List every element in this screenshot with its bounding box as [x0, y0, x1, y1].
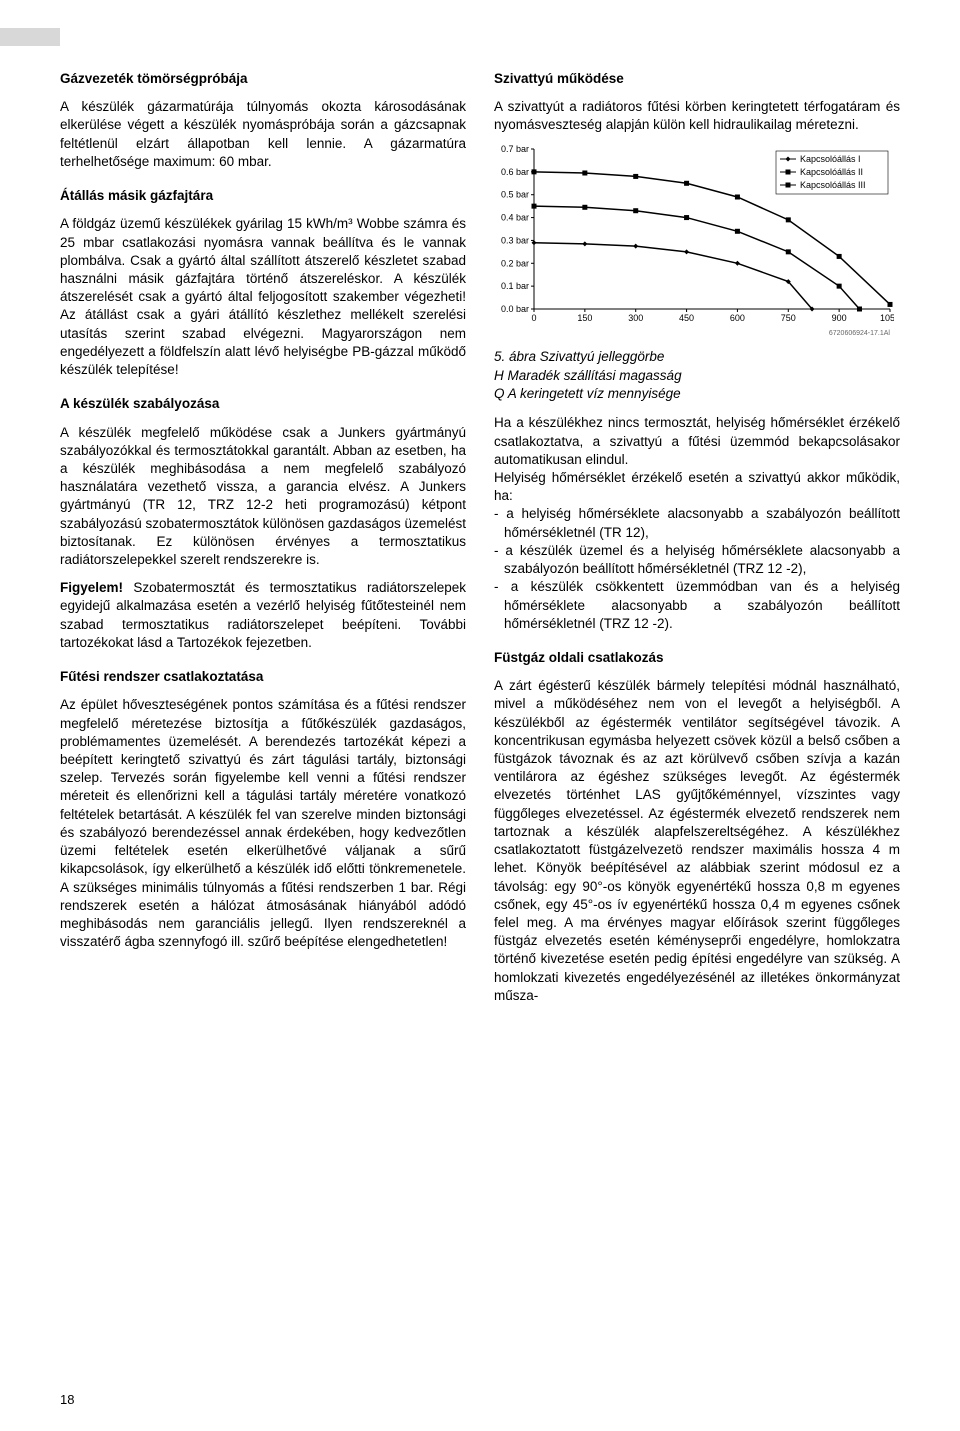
svg-text:750: 750	[781, 313, 796, 323]
svg-text:300: 300	[628, 313, 643, 323]
list-item: - a helyiség hőmérséklete alacsonyabb a …	[494, 505, 900, 541]
caption-line-3: Q A keringetett víz mennyisége	[494, 385, 900, 404]
warning-label: Figyelem!	[60, 580, 123, 595]
header-grey-bar	[0, 28, 60, 46]
para-pump-auto: Ha a készülékhez nincs termosztát, helyi…	[494, 414, 900, 469]
svg-text:Kapcsolóállás II: Kapcsolóállás II	[800, 167, 863, 177]
left-column: Gázvezeték tömörségpróbája A készülék gá…	[60, 70, 466, 1015]
heading-regulation: A készülék szabályozása	[60, 395, 466, 413]
para-heating-connect: Az épület hőveszteségének pontos számítá…	[60, 696, 466, 951]
svg-text:6720606924-17.1Al: 6720606924-17.1Al	[829, 330, 891, 337]
svg-text:0.2 bar: 0.2 bar	[501, 258, 529, 268]
svg-text:0.4 bar: 0.4 bar	[501, 212, 529, 222]
chart-svg: 0.0 bar 0.1 bar 0.2 bar 0.3 bar 0.4 bar 0.5 b…	[494, 145, 894, 340]
page-number: 18	[60, 1391, 74, 1409]
svg-text:600: 600	[730, 313, 745, 323]
svg-text:Kapcsolóállás I: Kapcsolóállás I	[800, 154, 861, 164]
pump-curve-chart: 0.0 bar 0.1 bar 0.2 bar 0.3 bar 0.4 bar 0.5 b…	[494, 145, 900, 340]
caption-line-1: 5. ábra Szivattyú jelleggörbe	[494, 348, 900, 367]
svg-text:0.7 bar: 0.7 bar	[501, 145, 529, 154]
para-regulation-a: A készülék megfelelő működése csak a Jun…	[60, 424, 466, 570]
pump-conditions-list: - a helyiség hőmérséklete alacsonyabb a …	[494, 505, 900, 633]
chart-caption: 5. ábra Szivattyú jelleggörbe H Maradék …	[494, 348, 900, 405]
heading-gas-tightness: Gázvezeték tömörségpróbája	[60, 70, 466, 88]
svg-text:900: 900	[832, 313, 847, 323]
svg-text:0: 0	[531, 313, 536, 323]
two-column-layout: Gázvezeték tömörségpróbája A készülék gá…	[60, 70, 900, 1015]
svg-text:0.6 bar: 0.6 bar	[501, 167, 529, 177]
para-flue: A zárt égésterű készülék bármely telepít…	[494, 677, 900, 1005]
heading-heating-connect: Fűtési rendszer csatlakoztatása	[60, 668, 466, 686]
svg-text:1050: 1050	[880, 313, 894, 323]
svg-text:Kapcsolóállás III: Kapcsolóállás III	[800, 180, 866, 190]
svg-text:0.5 bar: 0.5 bar	[501, 189, 529, 199]
svg-text:450: 450	[679, 313, 694, 323]
heading-pump: Szivattyú működése	[494, 70, 900, 88]
caption-line-2: H Maradék szállítási magasság	[494, 367, 900, 386]
para-regulation-b: Figyelem! Szobatermosztát és termosztati…	[60, 579, 466, 652]
list-item: - a készülék csökkentett üzemmódban van …	[494, 578, 900, 633]
heading-flue: Füstgáz oldali csatlakozás	[494, 649, 900, 667]
svg-text:0.3 bar: 0.3 bar	[501, 235, 529, 245]
svg-text:150: 150	[577, 313, 592, 323]
heading-gas-conversion: Átállás másik gázfajtára	[60, 187, 466, 205]
para-gas-conversion: A földgáz üzemű készülékek gyárilag 15 k…	[60, 215, 466, 379]
svg-text:0.1 bar: 0.1 bar	[501, 281, 529, 291]
para-pump-cond-intro: Helyiség hőmérséklet érzékelő esetén a s…	[494, 469, 900, 505]
para-pump-intro: A szivattyút a radiátoros fűtési körben …	[494, 98, 900, 134]
para-gas-tightness: A készülék gázarmatúrája túlnyomás okozt…	[60, 98, 466, 171]
svg-text:0.0 bar: 0.0 bar	[501, 304, 529, 314]
list-item: - a készülék üzemel és a helyiség hőmérs…	[494, 542, 900, 578]
right-column: Szivattyú működése A szivattyút a radiát…	[494, 70, 900, 1015]
